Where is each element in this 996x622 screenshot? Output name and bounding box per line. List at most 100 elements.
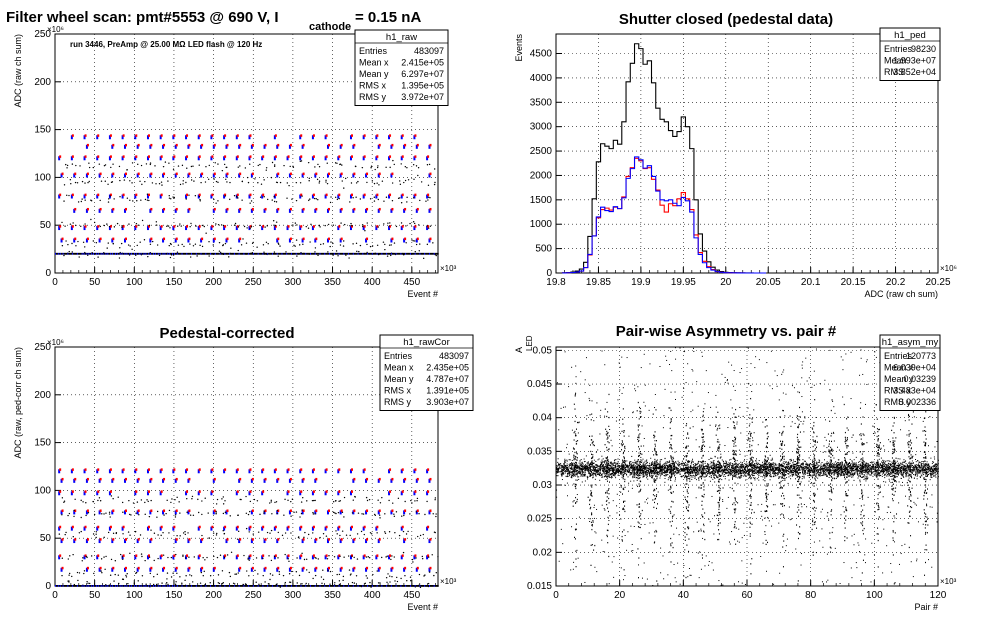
point-black xyxy=(166,578,168,580)
band-point xyxy=(712,475,714,477)
point-blue xyxy=(248,469,251,474)
point-baseline xyxy=(432,252,434,255)
point-black xyxy=(223,533,225,535)
band-point xyxy=(585,464,587,466)
point-blue xyxy=(349,491,352,496)
band-point xyxy=(563,464,565,466)
band-point xyxy=(636,464,638,466)
point-red xyxy=(391,237,394,241)
point-black xyxy=(156,516,158,518)
point-red xyxy=(239,237,242,241)
band-point xyxy=(931,473,933,475)
band-point xyxy=(705,470,707,472)
point-baseline xyxy=(249,252,251,255)
point-black xyxy=(122,533,124,535)
point-black xyxy=(237,166,240,168)
point-blue xyxy=(197,156,200,161)
band-point xyxy=(837,466,839,468)
band-point xyxy=(568,459,570,461)
point-red xyxy=(147,490,150,493)
point-black xyxy=(402,551,405,554)
point-black xyxy=(284,532,287,534)
point-baseline xyxy=(356,252,358,255)
point-blue xyxy=(225,238,228,243)
point-blue xyxy=(187,567,190,572)
point-black xyxy=(255,557,258,559)
band-point xyxy=(706,468,708,470)
x-exponent: ×10³ xyxy=(940,577,957,586)
band-point xyxy=(742,465,744,467)
point-baseline xyxy=(137,252,139,255)
point-black xyxy=(122,511,124,513)
band-point xyxy=(744,475,746,477)
point-blue xyxy=(185,469,188,474)
point-black xyxy=(366,222,368,224)
y-tick-label: 3000 xyxy=(530,122,553,133)
band-point xyxy=(802,462,804,464)
ped-title: Shutter closed (pedestal data) xyxy=(619,11,833,28)
point-blue xyxy=(187,510,190,515)
band-point xyxy=(936,470,938,472)
point-baseline xyxy=(316,252,318,255)
band-point xyxy=(766,475,768,477)
point-baseline xyxy=(361,252,363,255)
point-black xyxy=(257,164,259,167)
point-baseline xyxy=(287,585,289,587)
x-tick-label: 400 xyxy=(364,277,381,288)
point-blue xyxy=(174,567,177,572)
point-baseline xyxy=(409,585,412,587)
point-baseline xyxy=(230,252,232,255)
point-red xyxy=(97,490,100,493)
point-red xyxy=(302,477,305,481)
point-baseline xyxy=(240,585,242,587)
band-point xyxy=(750,464,752,466)
band-point xyxy=(836,469,838,471)
point-black xyxy=(390,558,392,561)
point-baseline xyxy=(402,252,404,255)
point-baseline xyxy=(205,585,207,587)
point-red xyxy=(84,155,87,158)
band-point xyxy=(704,461,706,463)
band-point xyxy=(657,474,659,476)
point-blue xyxy=(337,156,340,161)
point-black xyxy=(410,499,412,502)
band-point xyxy=(688,468,690,470)
band-point xyxy=(859,464,861,466)
point-baseline xyxy=(99,585,101,587)
point-blue xyxy=(187,478,190,483)
point-red xyxy=(239,566,242,570)
point-baseline xyxy=(286,585,288,587)
band-point xyxy=(718,466,720,468)
point-black xyxy=(388,499,390,502)
point-red xyxy=(391,477,394,481)
point-red xyxy=(376,134,379,137)
point-baseline xyxy=(106,252,108,255)
point-red xyxy=(251,509,254,512)
point-black xyxy=(201,534,203,537)
point-black xyxy=(291,570,293,573)
band-point xyxy=(733,467,735,469)
point-black xyxy=(81,198,83,200)
point-red xyxy=(251,172,254,176)
point-red xyxy=(366,538,369,541)
stats-label: Mean x xyxy=(359,58,389,68)
point-black xyxy=(234,222,237,225)
point-baseline xyxy=(116,585,119,587)
band-point xyxy=(844,473,846,475)
point-baseline xyxy=(169,585,171,587)
point-black xyxy=(389,575,391,577)
point-baseline xyxy=(282,252,284,255)
band-point xyxy=(807,465,809,467)
band-point xyxy=(930,476,932,478)
point-baseline xyxy=(157,252,159,255)
point-black xyxy=(296,224,298,226)
point-black xyxy=(276,512,278,515)
y-tick-label: 3500 xyxy=(530,97,553,108)
point-black xyxy=(83,570,86,572)
point-baseline xyxy=(81,585,83,587)
point-baseline xyxy=(195,252,198,255)
point-baseline xyxy=(330,585,333,587)
point-red xyxy=(86,207,89,211)
band-point xyxy=(928,463,930,465)
point-black xyxy=(423,575,425,577)
